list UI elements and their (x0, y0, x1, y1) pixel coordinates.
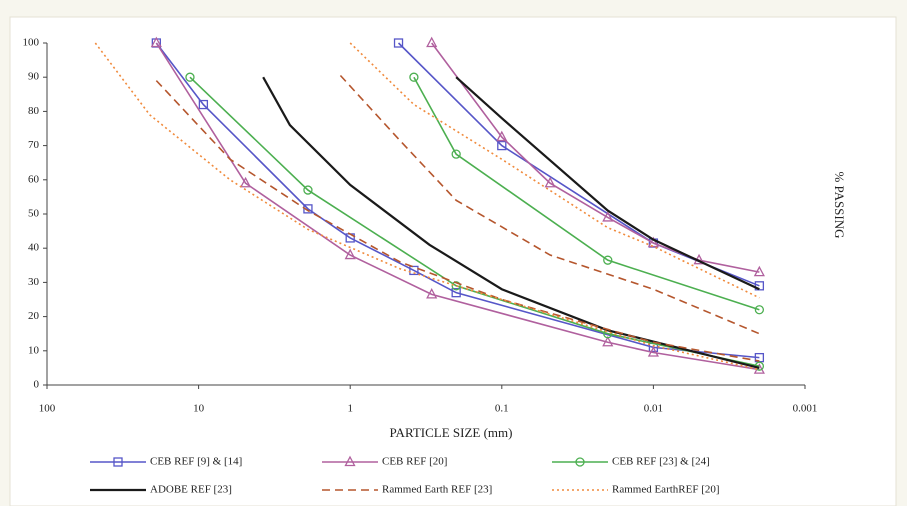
legend-marker (113, 457, 123, 467)
data-point (451, 149, 461, 159)
data-point (544, 176, 556, 188)
x-tick-label: 0.01 (644, 403, 663, 415)
x-tick-label: 0.001 (793, 403, 818, 415)
data-point (185, 72, 195, 82)
data-point (754, 305, 765, 315)
y-tick-label: 20 (28, 310, 40, 322)
data-point (602, 335, 614, 347)
legend-label: ADOBE REF [23] (150, 484, 232, 496)
legend-marker (344, 455, 356, 467)
y-axis-title: % PASSING (832, 171, 847, 238)
data-point (409, 72, 419, 82)
chart-background (9, 16, 897, 506)
data-point (496, 130, 508, 142)
x-axis-title: PARTICLE SIZE (mm) (390, 425, 513, 440)
data-point (647, 346, 659, 357)
y-tick-label: 40 (28, 242, 40, 254)
data-point (426, 287, 438, 299)
data-point (647, 236, 659, 248)
data-point (754, 281, 765, 291)
y-tick-label: 90 (28, 71, 40, 83)
data-point (451, 288, 461, 298)
x-tick-label: 0.1 (495, 403, 509, 415)
data-point (198, 99, 209, 110)
data-point (344, 248, 356, 260)
legend-label: Rammed EarthREF [20] (612, 484, 720, 496)
data-point (393, 38, 404, 48)
y-tick-label: 10 (28, 344, 40, 356)
legend-label: CEB REF [20] (382, 456, 447, 468)
data-point (303, 185, 313, 195)
y-tick-label: 70 (28, 139, 40, 151)
data-point (753, 265, 765, 277)
x-tick-label: 100 (39, 403, 56, 415)
data-point (426, 36, 438, 48)
series-line (94, 42, 760, 371)
y-tick-label: 30 (28, 276, 40, 288)
legend-marker (575, 457, 585, 467)
series-line (155, 74, 760, 362)
data-point (603, 255, 613, 265)
series-line (262, 76, 760, 369)
x-tick-label: 10 (193, 403, 205, 415)
y-tick-label: 0 (34, 379, 40, 391)
data-point (497, 140, 507, 151)
series-line (189, 76, 760, 367)
data-point (150, 36, 162, 48)
data-point (409, 265, 419, 276)
legend-label: Rammed Earth REF [23] (382, 484, 492, 496)
y-tick-label: 50 (28, 208, 40, 220)
y-tick-label: 60 (28, 173, 40, 185)
data-point (602, 211, 614, 222)
data-point (239, 176, 252, 188)
y-tick-label: 80 (28, 105, 40, 117)
y-tick-label: 100 (23, 37, 40, 49)
x-tick-label: 1 (347, 403, 353, 415)
legend-label: CEB REF [23] & [24] (612, 456, 710, 468)
legend-label: CEB REF [9] & [14] (150, 456, 242, 468)
